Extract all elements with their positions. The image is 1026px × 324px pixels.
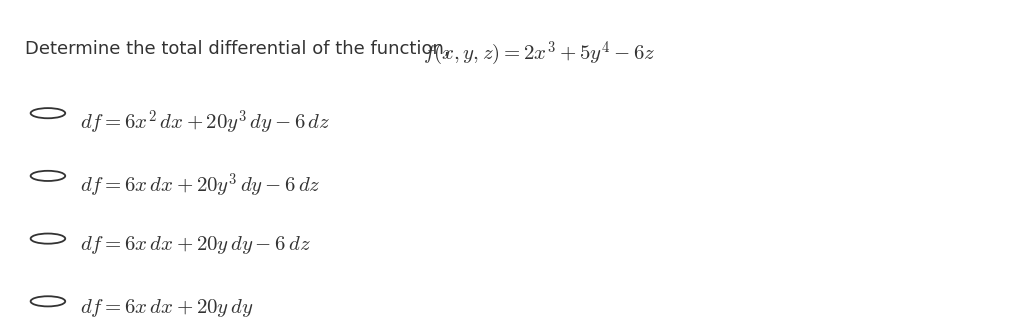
Text: $f(x, y, z) = 2x^3 + 5y^4 - 6z$: $f(x, y, z) = 2x^3 + 5y^4 - 6z$ xyxy=(424,40,656,68)
Text: $df = 6x\,dx + 20y\,dy - 6\,dz$: $df = 6x\,dx + 20y\,dy - 6\,dz$ xyxy=(80,234,311,256)
Text: $df = 6x^2\,dx + 20y^3\,dy - 6\,dz$: $df = 6x^2\,dx + 20y^3\,dy - 6\,dz$ xyxy=(80,109,331,137)
Text: $df = 6x\,dx + 20y^3\,dy - 6\,dz$: $df = 6x\,dx + 20y^3\,dy - 6\,dz$ xyxy=(80,171,321,200)
Text: Determine the total differential of the function,: Determine the total differential of the … xyxy=(25,40,449,58)
Text: $df = 6x\,dx + 20y\,dy$: $df = 6x\,dx + 20y\,dy$ xyxy=(80,297,253,319)
